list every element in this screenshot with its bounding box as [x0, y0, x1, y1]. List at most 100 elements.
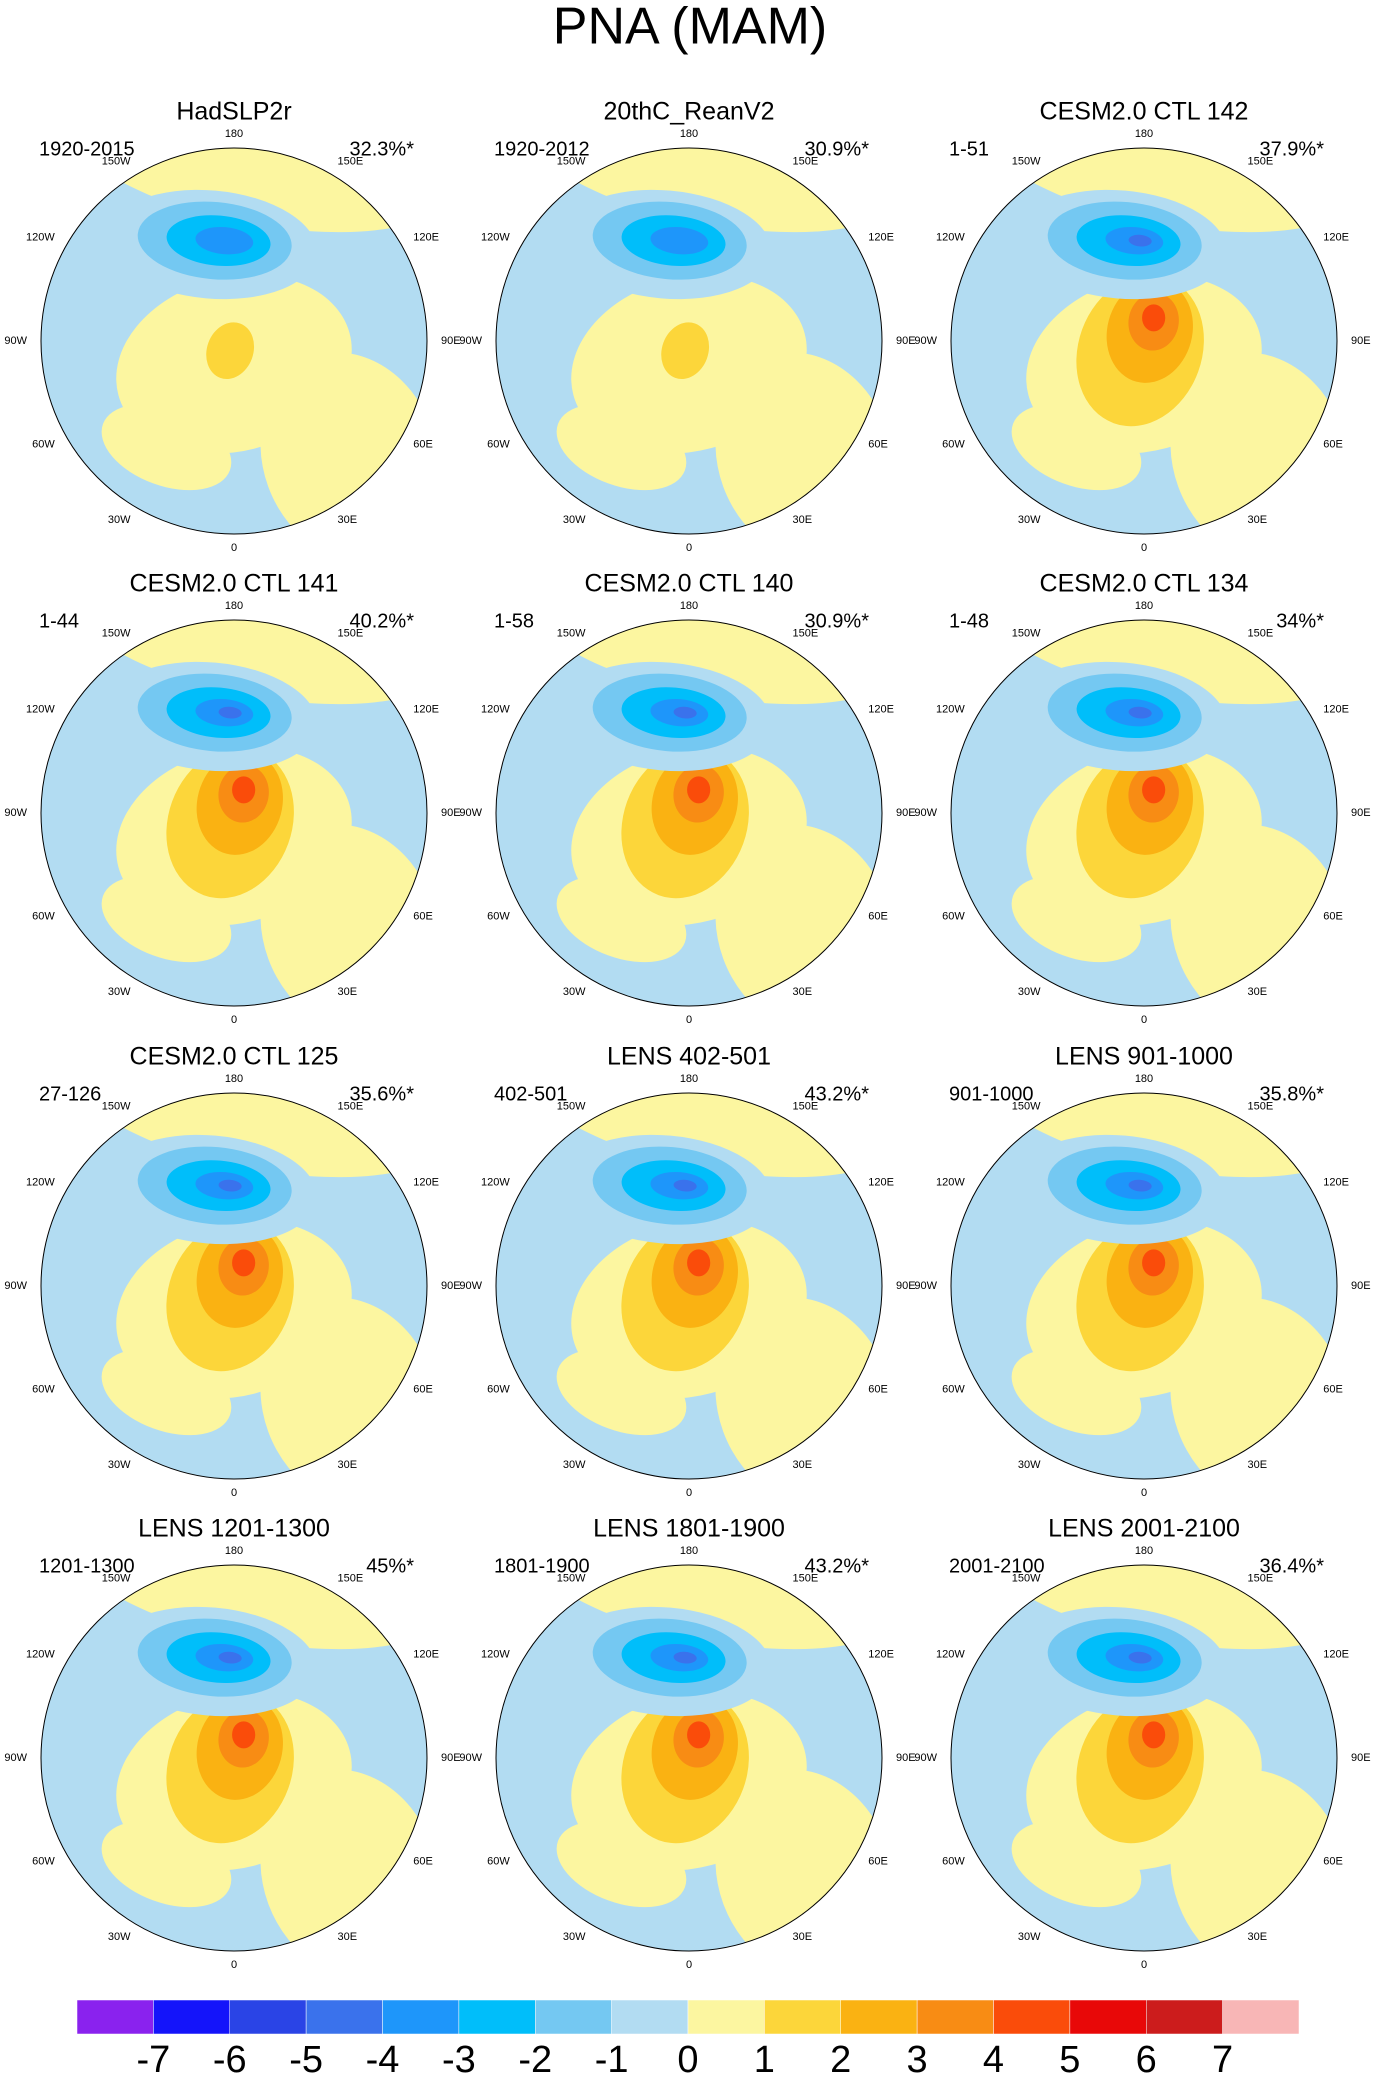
longitude-label: 120E: [868, 703, 894, 715]
longitude-label: 60E: [1323, 1383, 1343, 1395]
map-border: [495, 619, 883, 1007]
map-field: [496, 620, 882, 1006]
longitude-label: 150W: [102, 156, 131, 168]
longitude-label: 120E: [868, 231, 894, 243]
panel-title: HadSLP2r: [176, 98, 291, 126]
colorbar-box: [993, 1999, 1071, 2035]
map-border: [40, 1092, 428, 1480]
longitude-label: 180: [680, 600, 698, 612]
negative-core: [218, 706, 242, 719]
colorbar-box: [1222, 1999, 1300, 2035]
longitude-label: 30W: [1018, 1459, 1041, 1471]
longitude-label: 120E: [413, 703, 439, 715]
longitude-label: 30E: [1248, 986, 1268, 998]
longitude-label: 120E: [868, 1176, 894, 1188]
map-field: [951, 148, 1337, 534]
panel-period: 1-51: [949, 138, 989, 160]
panel-period: 1-58: [494, 610, 534, 632]
positive-core: [1142, 1721, 1166, 1749]
panel-title: LENS 402-501: [607, 1043, 771, 1071]
panel-title: CESM2.0 CTL 141: [130, 570, 339, 598]
colorbar-label: 4: [983, 2039, 1004, 2081]
longitude-label: 150W: [557, 156, 586, 168]
longitude-label: 150E: [1248, 628, 1274, 640]
longitude-label: 120W: [936, 703, 965, 715]
longitude-label: 60E: [1323, 910, 1343, 922]
negative-core: [673, 1179, 697, 1192]
colorbar-box: [229, 1999, 307, 2035]
longitude-label: 60W: [32, 1855, 55, 1867]
map-border: [950, 1564, 1338, 1952]
colorbar-box: [76, 1999, 154, 2035]
panel-title: LENS 901-1000: [1055, 1043, 1233, 1071]
longitude-label: 180: [1135, 1073, 1153, 1085]
figure-title: PNA (MAM): [553, 0, 827, 56]
longitude-label: 120W: [936, 1176, 965, 1188]
longitude-label: 150E: [338, 1101, 364, 1113]
positive-core: [1142, 304, 1166, 332]
map-panel: CESM2.0 CTL 141 1-44 40.2%* 0 30E 60E 90E 120E 1…: [4, 570, 460, 1026]
longitude-label: 0: [1141, 1487, 1147, 1499]
longitude-label: 30W: [563, 1931, 586, 1943]
map-field: [496, 1093, 882, 1479]
longitude-label: 60W: [942, 438, 965, 450]
panel-title: LENS 1201-1300: [138, 1515, 330, 1543]
colorbar-label: -4: [366, 2039, 400, 2081]
panel-percent: 37.9%*: [1260, 138, 1325, 160]
longitude-label: 30W: [563, 514, 586, 526]
colorbar-box: [458, 1999, 536, 2035]
longitude-label: 120W: [481, 1176, 510, 1188]
colorbar-box: [764, 1999, 841, 2035]
colorbar-box: [153, 1999, 230, 2035]
longitude-label: 30E: [793, 1459, 813, 1471]
negative-ring: [195, 226, 254, 255]
longitude-label: 150E: [793, 1101, 819, 1113]
longitude-label: 180: [225, 1073, 243, 1085]
colorbar-label: 0: [677, 2039, 698, 2081]
longitude-label: 180: [680, 1073, 698, 1085]
longitude-label: 60E: [413, 1383, 433, 1395]
longitude-label: 30E: [338, 514, 358, 526]
longitude-label: 120E: [413, 1176, 439, 1188]
positive-region: [1011, 404, 1142, 491]
longitude-label: 30E: [793, 514, 813, 526]
longitude-label: 120W: [26, 1648, 55, 1660]
map-border: [950, 619, 1338, 1007]
panel-percent: 43.2%*: [805, 1555, 870, 1577]
positive-region: [1011, 876, 1142, 963]
colorbar-label: -1: [595, 2039, 629, 2081]
positive-core: [1142, 776, 1166, 804]
panel-title: LENS 1801-1900: [593, 1515, 785, 1543]
map-panel: HadSLP2r 1920-2015 32.3%* 0 30E 60E 90E 120E 150…: [4, 98, 460, 554]
longitude-label: 30E: [338, 1931, 358, 1943]
longitude-label: 90W: [459, 807, 482, 819]
map-border: [40, 147, 428, 535]
longitude-label: 30W: [108, 514, 131, 526]
longitude-label: 90E: [1351, 335, 1371, 347]
longitude-label: 150W: [1012, 1101, 1041, 1113]
colorbar-box: [611, 1999, 689, 2035]
longitude-label: 60W: [32, 910, 55, 922]
positive-ring: [661, 322, 710, 379]
map-panel: CESM2.0 CTL 140 1-58 30.9%* 0 30E 60E 90E 120E 1…: [459, 570, 915, 1026]
longitude-label: 90W: [914, 1280, 937, 1292]
longitude-label: 30E: [1248, 514, 1268, 526]
longitude-label: 120W: [481, 1648, 510, 1660]
colorbar-label: 5: [1059, 2039, 1080, 2081]
panel-title: CESM2.0 CTL 134: [1040, 570, 1249, 598]
longitude-label: 120E: [1323, 1648, 1349, 1660]
longitude-label: 180: [1135, 1545, 1153, 1557]
map-panel: 20thC_ReanV2 1920-2012 30.9%* 0 30E 60E 90E 120…: [459, 98, 915, 554]
positive-core: [687, 1721, 711, 1749]
longitude-label: 90E: [896, 1752, 916, 1764]
longitude-label: 120W: [936, 231, 965, 243]
positive-region: [1011, 1821, 1142, 1908]
longitude-label: 150W: [557, 1573, 586, 1585]
longitude-label: 150E: [1248, 156, 1274, 168]
negative-core: [1128, 234, 1152, 247]
positive-region: [101, 1349, 232, 1436]
longitude-label: 0: [686, 1959, 692, 1971]
colorbar-box: [1146, 1999, 1223, 2035]
positive-region: [556, 1349, 687, 1436]
negative-core: [1128, 1651, 1152, 1664]
